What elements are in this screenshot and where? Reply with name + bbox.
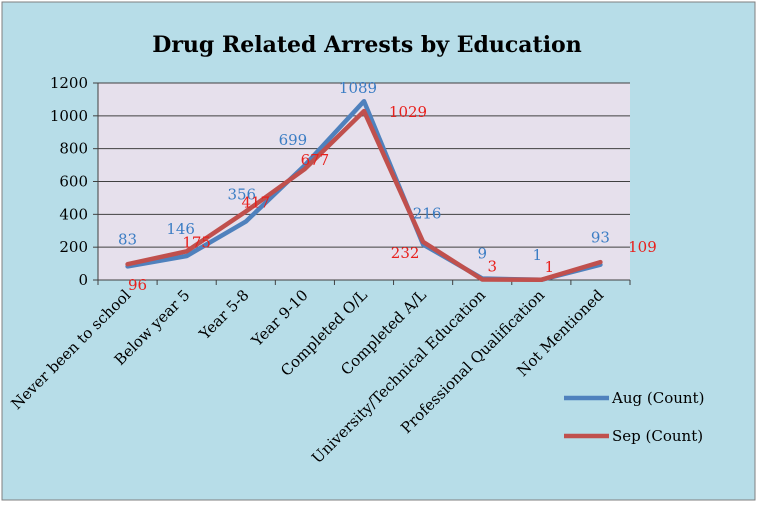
data-label-aug: 699 (279, 131, 308, 149)
data-label-aug: 1 (533, 246, 543, 264)
data-label-aug: 216 (413, 205, 442, 223)
data-label-sep: 175 (182, 233, 211, 251)
data-label-aug: 9 (477, 245, 487, 263)
y-tick-label: 1200 (50, 74, 88, 92)
legend-label: Aug (Count) (611, 389, 704, 407)
data-label-sep: 1 (545, 258, 555, 276)
data-label-aug: 83 (118, 230, 137, 248)
y-tick-label: 1000 (50, 107, 88, 125)
y-tick-label: 0 (78, 271, 88, 289)
data-label-sep: 417 (241, 194, 270, 212)
legend: Aug (Count) Sep (Count) (564, 389, 704, 445)
y-tick-label: 200 (59, 238, 88, 256)
data-label-sep: 96 (128, 276, 147, 294)
data-label-sep: 677 (301, 151, 330, 169)
data-label-aug: 146 (166, 220, 195, 238)
data-label-sep: 3 (487, 258, 497, 276)
y-tick-label: 600 (59, 173, 88, 191)
data-label-sep: 232 (391, 244, 420, 262)
y-tick-label: 800 (59, 140, 88, 158)
data-label-aug: 93 (591, 229, 610, 247)
y-tick-label: 400 (59, 205, 88, 223)
data-label-aug: 1089 (339, 79, 377, 97)
data-label-aug: 356 (227, 186, 256, 204)
data-label-sep: 109 (628, 238, 657, 256)
chart-title: Drug Related Arrests by Education (152, 32, 581, 58)
data-label-sep: 1029 (389, 103, 427, 121)
legend-label: Sep (Count) (612, 427, 703, 445)
series-line-sep (125, 108, 603, 283)
